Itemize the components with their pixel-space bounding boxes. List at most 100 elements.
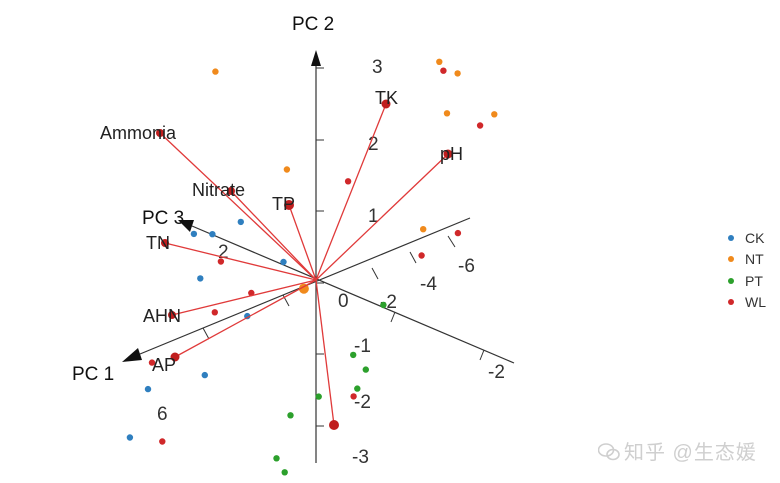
legend-label-wl: WL [745, 294, 766, 310]
data-point-wl [159, 438, 166, 445]
wechat-icon [598, 443, 620, 461]
loading-label-tp: TP [272, 194, 295, 214]
data-point-nt [420, 226, 427, 233]
pc2-tick-label: 3 [372, 57, 383, 78]
loading-line-tk [315, 103, 387, 281]
data-point-ck [280, 258, 287, 266]
pc2-arrowhead [311, 50, 321, 66]
pc3-tick-mark [409, 251, 417, 264]
data-point-pt [287, 412, 294, 419]
loading-endpoint-tk [381, 99, 391, 109]
pc2-tick-label: -1 [354, 336, 371, 357]
data-point-pt [350, 351, 357, 359]
data-point-pt [281, 469, 288, 476]
pc2-axis: PC 2 3 2 1 0 -1 -2 -3 [292, 14, 383, 468]
data-point-wl [148, 359, 156, 366]
loading-line-ammonia [159, 132, 317, 281]
loading-line-ahn [171, 279, 317, 316]
pc3-axis-line [191, 225, 515, 364]
data-point-wl [344, 178, 352, 185]
data-point-nt [443, 110, 451, 117]
pc3-tick-mark [390, 311, 396, 323]
data-point-nt [283, 166, 291, 173]
points-layer [126, 58, 498, 476]
data-point-ck [126, 434, 134, 441]
data-point-ck [190, 230, 198, 238]
legend-marker-nt [728, 256, 734, 262]
loading-line-nitrate [230, 190, 317, 281]
pc1-arrowhead [122, 348, 142, 362]
data-point-wl [454, 229, 462, 237]
pc1-axis: PC 1 6 2 [72, 217, 471, 425]
data-point-ck [144, 385, 152, 393]
data-point-wl [418, 252, 425, 259]
loading-line-tn [164, 242, 317, 281]
loading-endpoint-ap [170, 352, 180, 362]
loading-label-nitrate: Nitrate [192, 180, 245, 200]
data-point-pt [354, 385, 361, 392]
pc2-tick-label: 2 [368, 134, 379, 155]
loading-label-tn: TN [146, 233, 170, 253]
data-point-ck [209, 231, 216, 238]
data-point-nt [436, 58, 443, 65]
data-point-pt [273, 455, 280, 462]
loading-label-ap: AP [152, 355, 176, 375]
loading-endpoint-ph [443, 149, 453, 159]
data-point-nt [298, 283, 309, 294]
data-point-ck [237, 218, 244, 226]
pc3-tick-label: -4 [420, 274, 437, 295]
data-point-wl [217, 258, 225, 265]
loading-endpoint-tp [284, 200, 294, 210]
pc1-tick-label: -2 [488, 362, 505, 383]
data-point-wl [211, 309, 218, 316]
loading-endpoint-tn [161, 239, 169, 247]
data-point-pt [380, 301, 387, 309]
loading-endpoint-nitrate [227, 187, 235, 195]
pc3-title: PC 3 [142, 208, 184, 229]
loading-endpoint-ammonia [156, 129, 164, 137]
loading-line-lower [315, 279, 335, 426]
pc3-tick-mark [447, 235, 456, 248]
data-point-wl [476, 122, 484, 129]
pc3-arrowhead [178, 220, 194, 232]
pc3-tick-label: -6 [458, 256, 475, 277]
pc1-tick-mark [202, 327, 210, 340]
data-point-wl [350, 393, 357, 400]
pc2-tick-label: -3 [352, 447, 369, 468]
pc1-tick-label: 6 [157, 404, 168, 425]
pc1-title: PC 1 [72, 364, 114, 385]
pc2-tick-label: -2 [354, 392, 371, 413]
legend-marker-wl [728, 299, 734, 305]
legend-label-pt: PT [745, 273, 763, 289]
data-point-pt [362, 366, 369, 373]
data-point-wl [440, 67, 447, 74]
legend-marker-pt [728, 278, 734, 284]
legend-marker-ck [728, 235, 734, 241]
loading-endpoint-lower [329, 420, 339, 430]
pc3-tick-mark [371, 267, 379, 280]
loading-endpoint-ahn [168, 311, 176, 319]
pc3-tick-mark [479, 349, 485, 361]
loading-label-ahn: AHN [143, 306, 181, 326]
loading-line-tp [288, 204, 317, 281]
data-point-nt [454, 70, 461, 77]
data-point-ck [201, 371, 208, 379]
loading-line-ph [315, 153, 449, 281]
data-point-pt [315, 393, 322, 400]
pc2-title: PC 2 [292, 14, 334, 35]
pc1-tick-label: 2 [218, 242, 229, 263]
loading-line-ap [174, 279, 317, 358]
watermark: 知乎 @生态媛 [598, 436, 757, 465]
pc2-tick-label: 0 [338, 291, 349, 312]
loading-label-tk: TK [375, 88, 398, 108]
loading-vectors: TK pH Ammonia Nitrate TP TN AHN AP [100, 88, 463, 430]
data-point-nt [491, 111, 498, 118]
legend-label-ck: CK [745, 230, 765, 246]
watermark-text: 知乎 @生态媛 [624, 442, 757, 464]
legend: CK NT PT WL [728, 230, 766, 310]
loading-label-ph: pH [440, 144, 463, 164]
data-point-wl [248, 289, 255, 297]
data-point-nt [212, 68, 219, 75]
pc2-tick-label: 1 [368, 206, 379, 227]
